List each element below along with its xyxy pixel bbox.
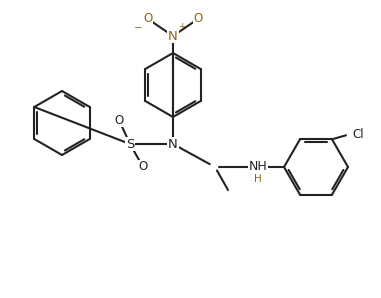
Text: O: O [114, 114, 123, 126]
Text: O: O [138, 161, 147, 173]
Text: −: − [134, 23, 143, 33]
Text: +: + [178, 22, 186, 31]
Text: H: H [254, 174, 262, 184]
Text: O: O [194, 13, 203, 26]
Text: S: S [126, 137, 134, 150]
Text: NH: NH [249, 161, 267, 173]
Text: N: N [168, 137, 178, 150]
Text: O: O [143, 13, 153, 26]
Text: Cl: Cl [352, 128, 363, 141]
Text: N: N [168, 30, 178, 43]
